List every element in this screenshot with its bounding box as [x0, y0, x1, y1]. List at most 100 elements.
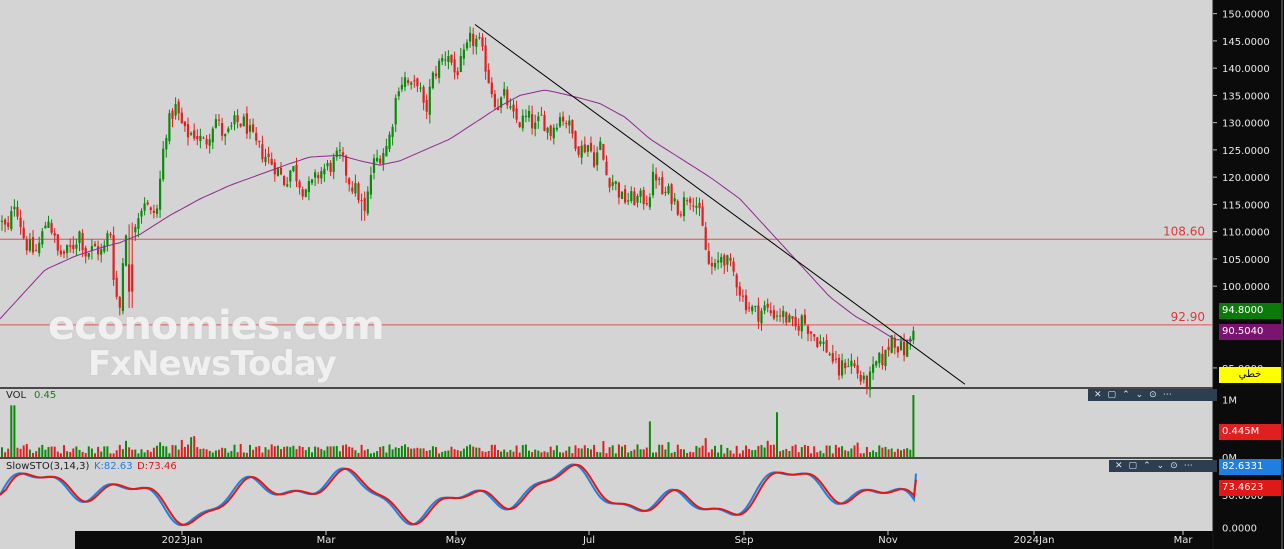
volume-bar [531, 452, 534, 457]
candle-body [611, 182, 614, 186]
volume-bar [512, 451, 515, 457]
chevron-down-icon[interactable]: ⌄ [1135, 390, 1144, 400]
candle-body [500, 97, 503, 108]
close-icon[interactable]: ✕ [1115, 461, 1123, 471]
volume-bar [543, 451, 546, 457]
x-axis-left-gap [0, 531, 75, 549]
candle-body [624, 189, 627, 203]
candle-body [453, 59, 456, 73]
volume-bar [779, 451, 782, 457]
volume-bar [568, 446, 571, 457]
candle-body [800, 315, 803, 332]
candle-body [847, 366, 850, 368]
candle-body [856, 365, 859, 374]
volume-bar [524, 444, 527, 457]
volume-bar [462, 448, 465, 457]
price-tick-label: 135.0000 [1222, 91, 1270, 102]
settings-icon[interactable]: ⊙ [1170, 461, 1178, 471]
volume-bar [342, 445, 344, 457]
volume-bar [555, 445, 558, 457]
volume-bar [50, 446, 53, 457]
x-tick-label: 2023Jan [162, 535, 203, 546]
candle-body [348, 178, 351, 185]
volume-bar [453, 449, 456, 457]
volume-bar [264, 447, 267, 457]
volume-bar [816, 452, 819, 457]
candle-body [53, 232, 56, 236]
x-axis-background [0, 531, 1213, 549]
volume-bar [714, 445, 716, 457]
chevron-up-icon[interactable]: ⌃ [1143, 461, 1151, 471]
candle-body [159, 178, 162, 210]
more-icon[interactable]: ⋯ [1183, 461, 1193, 471]
volume-bar [599, 452, 602, 457]
candle-body [320, 171, 323, 179]
volume-bar [887, 449, 890, 457]
candle-body [121, 263, 124, 311]
candle-body [850, 360, 853, 367]
volume-bar [255, 446, 258, 457]
candle-body [248, 125, 252, 132]
candle-body [72, 244, 75, 250]
candle-body [252, 124, 255, 132]
volume-bar [16, 447, 19, 457]
volume-bar [199, 449, 202, 457]
candle-body [620, 191, 624, 199]
price-tick-label: 115.0000 [1222, 200, 1270, 211]
settings-icon[interactable]: ⊙ [1149, 390, 1157, 400]
volume-bar [295, 449, 298, 457]
candle-body [608, 178, 611, 188]
volume-bar [289, 447, 292, 457]
candle-body [416, 78, 419, 87]
drawing-tool-tag[interactable]: خطي [1219, 367, 1281, 383]
volume-bar [627, 452, 630, 457]
candle-body [642, 190, 645, 205]
candle-body [679, 214, 682, 216]
candle-body [270, 158, 273, 165]
volume-bar [608, 447, 611, 457]
candle-body [633, 191, 636, 206]
volume-bar [419, 448, 422, 457]
candle-body [524, 115, 527, 118]
candle-body [326, 163, 329, 167]
close-icon[interactable]: ✕ [1094, 390, 1102, 400]
x-tick-label: 2024Jan [1014, 535, 1055, 546]
candle-body [273, 162, 276, 175]
candle-body [785, 312, 788, 323]
volume-bar [909, 449, 912, 457]
candle-body [13, 206, 16, 210]
candle-body [56, 234, 59, 251]
candle-body [515, 108, 518, 120]
volume-bar [286, 446, 289, 457]
volume-bar [540, 452, 543, 457]
volume-bar [230, 450, 233, 457]
volume-bar [317, 447, 320, 457]
maximize-icon[interactable]: ▢ [1107, 390, 1117, 400]
more-icon[interactable]: ⋯ [1162, 390, 1172, 400]
volume-bar [143, 452, 146, 457]
volume-bar [357, 452, 360, 457]
volume-bar [841, 446, 844, 457]
candle-body [366, 191, 369, 214]
candle-body [115, 277, 118, 297]
volume-bar [549, 446, 552, 457]
volume-bar [283, 446, 286, 457]
volume-bar [466, 446, 468, 457]
price-tick-label: 145.0000 [1222, 37, 1270, 48]
candle-body [732, 261, 735, 272]
maximize-icon[interactable]: ▢ [1128, 461, 1138, 471]
volume-bar [831, 453, 834, 457]
candle-body [531, 114, 534, 129]
candle-body [794, 316, 797, 327]
candle-body [645, 203, 648, 205]
volume-bar [537, 450, 540, 457]
volume-bar [633, 449, 636, 457]
volume-bar [292, 445, 295, 457]
chevron-down-icon[interactable]: ⌄ [1156, 461, 1165, 471]
chevron-up-icon[interactable]: ⌃ [1122, 390, 1130, 400]
candle-body [686, 200, 689, 202]
volume-bar [447, 450, 450, 457]
candle-body [97, 246, 100, 255]
volume-panel-label: VOL [6, 390, 27, 401]
volume-bar [329, 446, 332, 457]
